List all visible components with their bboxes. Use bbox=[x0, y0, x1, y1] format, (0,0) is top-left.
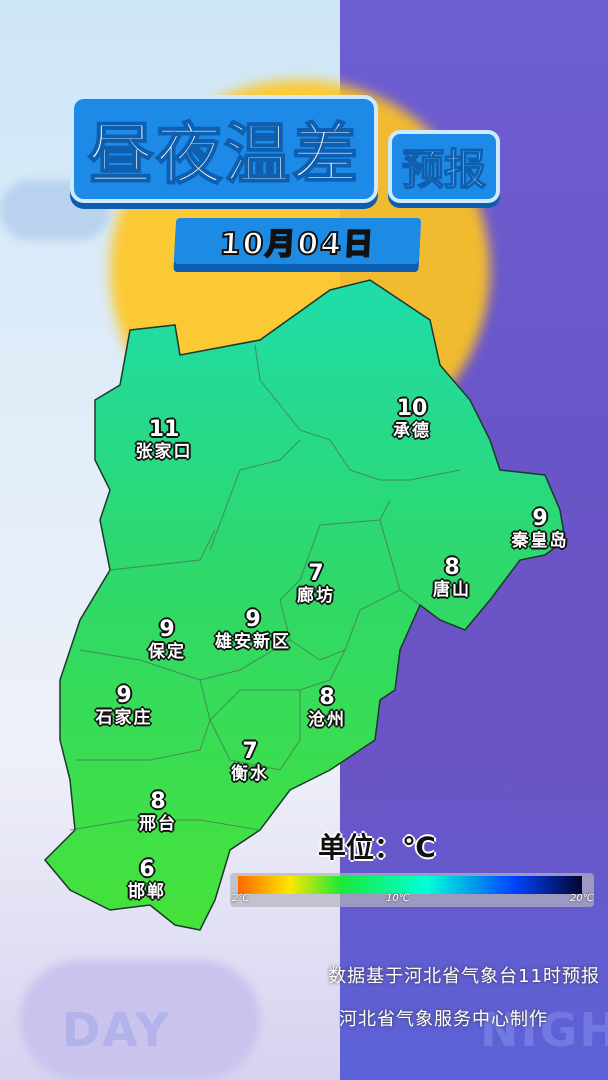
city-name: 石家庄 bbox=[95, 708, 153, 728]
title-main: 昼夜温差 bbox=[70, 95, 378, 203]
city-label-hengshui: 7 衡水 bbox=[231, 739, 269, 785]
night-watermark: NIGHT bbox=[480, 1003, 608, 1057]
province-outline bbox=[43, 279, 566, 931]
city-name: 衡水 bbox=[231, 764, 269, 784]
cloud-illustration bbox=[20, 960, 260, 1080]
color-legend: 2℃ 10℃ 20℃ bbox=[230, 873, 594, 907]
city-name: 雄安新区 bbox=[215, 632, 291, 652]
city-borders bbox=[69, 344, 461, 831]
city-label-shijiazhuang: 9 石家庄 bbox=[95, 683, 153, 729]
city-label-xiongan: 9 雄安新区 bbox=[215, 607, 291, 653]
city-name: 张家口 bbox=[135, 442, 193, 462]
city-value: 10 bbox=[396, 396, 428, 421]
page-title: 昼夜温差 预报 bbox=[70, 95, 501, 203]
city-value: 6 bbox=[139, 857, 155, 882]
legend-tick: 20℃ bbox=[570, 893, 594, 904]
day-watermark: DAY bbox=[62, 1003, 171, 1057]
producer-note: 河北省气象服务中心制作 bbox=[339, 1009, 548, 1030]
city-label-cangzhou: 8 沧州 bbox=[308, 685, 346, 731]
city-value: 9 bbox=[159, 617, 175, 642]
city-name: 保定 bbox=[148, 642, 186, 662]
city-name: 秦皇岛 bbox=[511, 531, 569, 551]
city-label-handan: 6 邯郸 bbox=[128, 857, 166, 903]
legend-tick: 10℃ bbox=[386, 893, 410, 904]
data-source-note: 数据基于河北省气象台11时预报 bbox=[328, 966, 600, 987]
city-name: 邢台 bbox=[139, 814, 177, 834]
city-label-langfang: 7 廊坊 bbox=[297, 561, 335, 607]
city-value: 8 bbox=[150, 789, 166, 814]
city-label-chengde: 10 承德 bbox=[393, 396, 431, 442]
title-sub: 预报 bbox=[388, 130, 501, 203]
city-value: 8 bbox=[444, 555, 460, 580]
city-label-qinhuangdao: 9 秦皇岛 bbox=[511, 506, 569, 552]
city-value: 7 bbox=[242, 739, 258, 764]
city-label-zhangjiakou: 11 张家口 bbox=[135, 417, 193, 463]
city-label-xingtai: 8 邢台 bbox=[139, 789, 177, 835]
city-name: 廊坊 bbox=[297, 586, 335, 606]
city-name: 唐山 bbox=[433, 580, 471, 600]
city-value: 7 bbox=[308, 561, 324, 586]
legend-color-bar bbox=[238, 876, 582, 894]
city-value: 8 bbox=[319, 685, 335, 710]
city-name: 承德 bbox=[393, 421, 431, 441]
city-value: 9 bbox=[245, 607, 261, 632]
city-label-baoding: 9 保定 bbox=[148, 617, 186, 663]
city-value: 9 bbox=[116, 683, 132, 708]
city-name: 沧州 bbox=[308, 710, 346, 730]
city-value: 11 bbox=[148, 417, 180, 442]
city-value: 9 bbox=[532, 506, 548, 531]
unit-label: 单位：℃ bbox=[318, 831, 436, 864]
city-label-tangshan: 8 唐山 bbox=[433, 555, 471, 601]
city-name: 邯郸 bbox=[128, 882, 166, 902]
legend-tick: 2℃ bbox=[232, 893, 250, 904]
